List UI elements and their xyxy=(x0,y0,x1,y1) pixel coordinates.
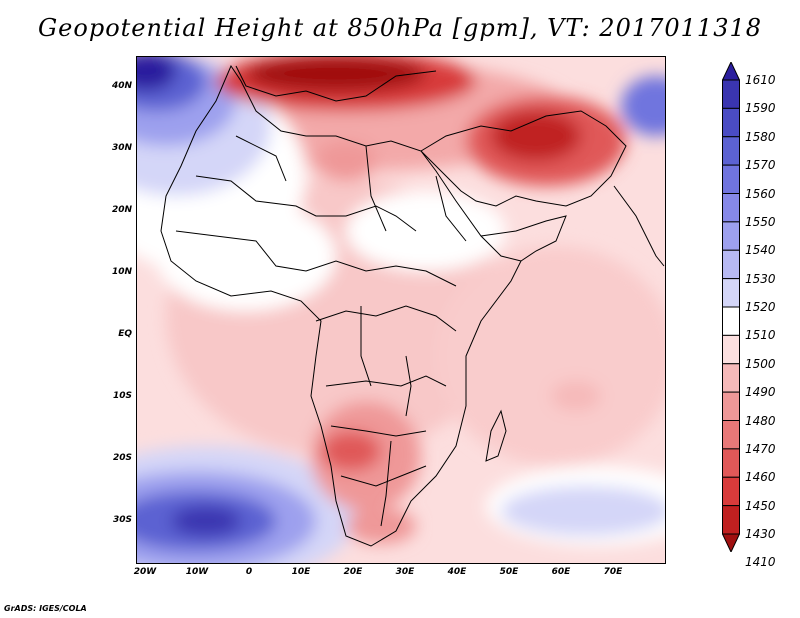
colorbar-box xyxy=(722,476,740,507)
colorbar-bottom-triangle xyxy=(722,533,740,552)
colorbar-label: 1550 xyxy=(745,214,776,229)
lat-label-20n: 20N xyxy=(111,205,132,215)
lat-label-30n: 30N xyxy=(111,143,132,153)
colorbar-box xyxy=(722,278,740,308)
colorbar-label: 1450 xyxy=(745,498,776,513)
colorbar xyxy=(722,62,740,552)
grads-credit: GrADS: IGES/COLA xyxy=(4,604,87,613)
map-frame xyxy=(136,56,666,564)
colorbar-label: 1490 xyxy=(745,385,776,400)
lon-label-30e: 30E xyxy=(395,567,415,577)
colorbar-label: 1610 xyxy=(745,73,776,87)
lat-label-10n: 10N xyxy=(111,267,132,277)
colorbar-label: 1410 xyxy=(745,555,776,570)
lon-label-0: 0 xyxy=(245,567,253,577)
colorbar-box xyxy=(722,164,740,194)
colorbar-label: 1570 xyxy=(745,158,776,173)
lon-label-10w: 10W xyxy=(185,567,209,577)
lon-label-20w: 20W xyxy=(133,567,157,577)
lon-label-70e: 70E xyxy=(603,567,623,577)
colorbar-label: 1540 xyxy=(745,243,776,258)
colorbar-label: 1520 xyxy=(745,300,776,314)
lat-label-30s: 30S xyxy=(112,515,132,525)
colorbar-box xyxy=(722,193,740,223)
chart-title: Geopotential Height at 850hPa [gpm], VT:… xyxy=(38,14,762,42)
colorbar-label: 1510 xyxy=(745,328,776,343)
colorbar-label: 1560 xyxy=(745,186,776,201)
colorbar-box xyxy=(722,420,740,450)
colorbar-box xyxy=(722,334,740,365)
colorbar-label: 1580 xyxy=(745,129,776,144)
colorbar-label: 1430 xyxy=(745,527,776,541)
colorbar-label: 1470 xyxy=(745,441,776,456)
colorbar-box xyxy=(722,221,740,251)
colorbar-box xyxy=(722,448,740,478)
colorbar-box xyxy=(722,505,740,535)
colorbar-label: 1460 xyxy=(745,470,776,485)
colorbar-box xyxy=(722,306,740,336)
colorbar-box xyxy=(722,363,740,393)
lon-label-20e: 20E xyxy=(343,567,363,577)
colorbar-box xyxy=(722,249,740,280)
colorbar-label: 1590 xyxy=(745,101,776,116)
lat-label-eq: EQ xyxy=(118,329,132,339)
colorbar-label: 1480 xyxy=(745,413,776,428)
colorbar-box xyxy=(722,136,740,166)
lon-label-10e: 10E xyxy=(291,567,311,577)
geopotential-map xyxy=(136,56,666,564)
colorbar-top-triangle xyxy=(722,62,740,81)
colorbar-box xyxy=(722,107,740,138)
colorbar-box xyxy=(722,79,740,109)
colorbar-label: 1500 xyxy=(745,356,776,371)
lon-label-50e: 50E xyxy=(499,567,519,577)
colorbar-label: 1530 xyxy=(745,271,776,286)
lon-label-40e: 40E xyxy=(447,567,467,577)
lat-label-40n: 40N xyxy=(111,81,132,91)
coastlines xyxy=(160,64,665,547)
colorbar-box xyxy=(722,391,740,421)
lat-label-10s: 10S xyxy=(112,391,132,401)
field-blobs xyxy=(136,56,666,564)
map-panel xyxy=(136,56,666,564)
lon-label-60e: 60E xyxy=(551,567,571,577)
lat-label-20s: 20S xyxy=(112,453,132,463)
